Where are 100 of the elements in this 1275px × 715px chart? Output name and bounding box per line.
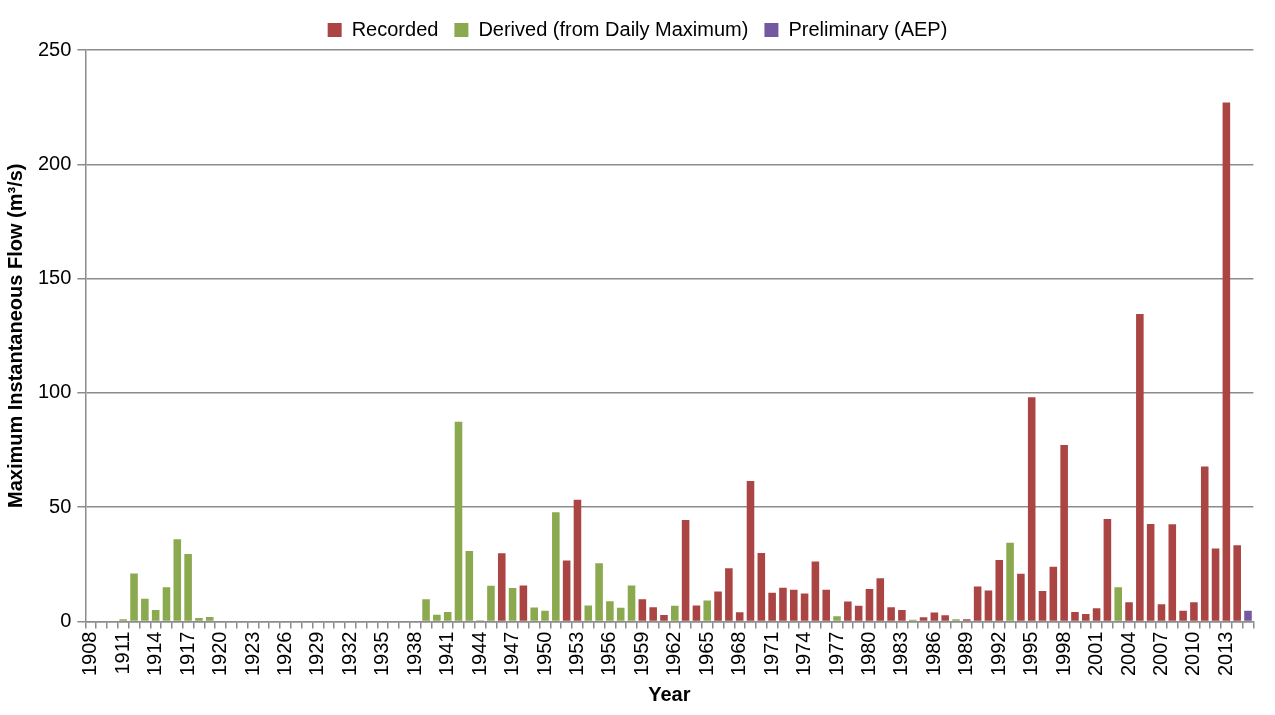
bar	[746, 480, 755, 621]
bar	[1190, 602, 1198, 621]
bar	[1092, 608, 1101, 621]
bar	[1049, 566, 1058, 621]
bar	[649, 607, 657, 621]
x-tick-label: 1938	[402, 631, 425, 677]
bar	[660, 615, 668, 621]
legend-label: Derived (from Daily Maximum)	[478, 17, 749, 40]
x-tick-label: 2010	[1181, 631, 1204, 677]
y-tick-label: 200	[37, 151, 72, 174]
x-tick-label: 1974	[792, 631, 815, 677]
bar	[616, 607, 625, 621]
bar	[898, 610, 906, 621]
bar	[833, 616, 841, 621]
x-axis-title: Year	[648, 682, 691, 705]
bar	[930, 612, 939, 621]
bar	[1103, 519, 1112, 621]
bar	[195, 618, 203, 621]
x-tick-label: 1998	[1051, 631, 1074, 677]
x-tick-label: 1911	[110, 631, 133, 675]
x-tick-label: 2007	[1148, 631, 1171, 677]
bar	[433, 614, 441, 621]
x-tick-label: 1908	[78, 631, 101, 677]
y-tick-label: 100	[37, 380, 72, 403]
bar	[714, 591, 722, 621]
bar	[497, 553, 506, 621]
bar	[1038, 590, 1047, 621]
bar	[1114, 587, 1122, 621]
bar	[162, 587, 171, 621]
x-tick-label: 1995	[1019, 631, 1042, 677]
x-tick-label: 1914	[143, 631, 166, 677]
bar	[1125, 602, 1133, 621]
bar	[130, 573, 138, 621]
bar	[584, 605, 593, 621]
bar	[1179, 610, 1187, 621]
x-tick-label: 1980	[856, 631, 879, 677]
bar	[692, 605, 701, 621]
x-tick-label: 1983	[889, 631, 912, 677]
x-tick-label: 1962	[662, 631, 685, 677]
bar	[703, 600, 712, 621]
bar	[995, 560, 1004, 621]
bar	[422, 599, 430, 621]
x-tick-label: 1923	[240, 631, 263, 677]
bar	[1136, 314, 1144, 621]
x-tick-label: 1941	[435, 631, 458, 677]
bar	[984, 590, 993, 621]
x-tick-label: 1917	[175, 631, 198, 677]
bar	[487, 585, 495, 621]
x-tick-label: 1920	[208, 631, 231, 677]
x-tick-label: 1989	[954, 631, 977, 677]
y-tick-label: 0	[60, 609, 72, 632]
bar	[1060, 445, 1068, 621]
bar	[205, 616, 214, 621]
bar	[768, 592, 776, 621]
bar	[173, 539, 182, 621]
legend-label: Recorded	[351, 17, 439, 40]
bar	[465, 551, 474, 621]
bar	[725, 568, 733, 621]
x-tick-label: 1935	[370, 631, 393, 677]
bar	[606, 601, 614, 621]
bar	[844, 601, 852, 621]
bar	[530, 607, 538, 621]
bar	[443, 611, 452, 621]
bar	[1222, 102, 1231, 621]
bar	[573, 499, 582, 621]
bar	[1071, 611, 1079, 621]
x-tick-label: 1968	[727, 631, 750, 677]
bar	[779, 587, 787, 621]
x-tick-label: 1956	[597, 631, 620, 677]
bar	[1244, 610, 1252, 621]
bar	[508, 587, 517, 621]
bar	[919, 617, 928, 621]
bar	[519, 585, 528, 621]
bar	[671, 605, 679, 621]
x-tick-label: 1953	[564, 631, 587, 677]
bar	[1081, 613, 1090, 621]
bar	[638, 599, 647, 621]
bar	[822, 589, 830, 621]
bar	[1157, 604, 1166, 621]
x-tick-label: 1929	[305, 631, 328, 677]
bar	[1146, 523, 1155, 621]
x-tick-label: 1965	[694, 631, 717, 677]
x-tick-label: 1959	[629, 631, 652, 677]
x-tick-label: 2013	[1213, 631, 1236, 677]
x-tick-label: 1986	[921, 631, 944, 677]
bar	[1006, 542, 1014, 621]
bar	[1211, 548, 1220, 621]
bar	[865, 589, 874, 621]
bar	[184, 554, 192, 621]
y-tick-label: 150	[37, 266, 72, 289]
bar	[141, 598, 149, 621]
bar	[595, 563, 603, 621]
x-tick-label: 1971	[759, 631, 782, 677]
bar	[941, 615, 949, 621]
x-tick-label: 1944	[467, 631, 490, 677]
legend-label: Preliminary (AEP)	[788, 17, 948, 40]
bar	[1027, 397, 1036, 621]
bar	[552, 512, 560, 621]
bar	[151, 610, 160, 621]
x-tick-label: 2001	[1084, 631, 1107, 677]
